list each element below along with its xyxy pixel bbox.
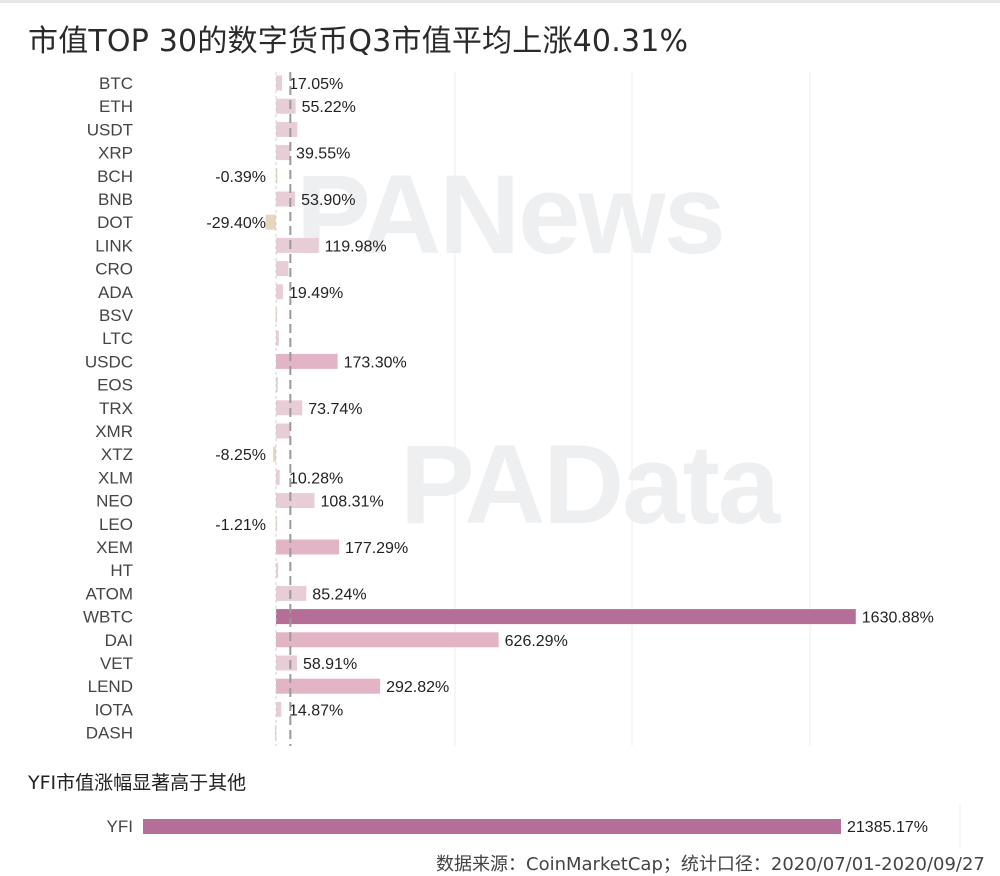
- bar-eos: [276, 377, 278, 393]
- category-label-trx: TRX: [99, 399, 133, 418]
- data-source-note: 数据来源：CoinMarketCap；统计口径：2020/07/01-2020/…: [436, 854, 985, 875]
- category-label-iota: IOTA: [95, 700, 134, 719]
- bar-xrp: [276, 145, 291, 161]
- category-label-xtz: XTZ: [101, 445, 133, 464]
- data-label-trx: 73.74%: [308, 401, 362, 418]
- bar-wbtc: [276, 609, 856, 625]
- bar-neo: [276, 493, 315, 509]
- bar-xem: [276, 539, 340, 555]
- bar-bnb: [276, 191, 296, 207]
- category-label-dash: DASH: [86, 724, 133, 743]
- category-label-bnb: BNB: [98, 190, 133, 209]
- data-label-xlm: 10.28%: [289, 470, 343, 487]
- category-label-atom: ATOM: [85, 584, 133, 603]
- category-label-cro: CRO: [95, 260, 133, 279]
- data-label-iota: 14.87%: [289, 702, 343, 719]
- category-label-neo: NEO: [96, 492, 133, 511]
- bar-dot: [265, 214, 276, 230]
- data-label-eth: 55.22%: [302, 99, 356, 116]
- category-label-ada: ADA: [98, 283, 134, 302]
- category-label-usdc: USDC: [85, 352, 133, 371]
- category-label-eth: ETH: [99, 97, 133, 116]
- category-label-xrp: XRP: [98, 144, 133, 163]
- bar-yfi: [143, 819, 841, 834]
- chart-title: 市值TOP 30的数字货币Q3市值平均上涨40.31%: [28, 24, 689, 59]
- category-label-ht: HT: [110, 561, 133, 580]
- data-label-ada: 19.49%: [289, 285, 343, 302]
- category-label-bch: BCH: [97, 167, 133, 186]
- data-label-dai: 626.29%: [505, 633, 568, 650]
- category-label-link: LINK: [95, 236, 133, 255]
- category-label-bsv: BSV: [99, 306, 134, 325]
- bar-usdt: [276, 121, 298, 137]
- bar-cro: [276, 261, 289, 277]
- yfi-bar-chart: YFI 21385.17%: [107, 804, 961, 848]
- category-label-xem: XEM: [96, 538, 133, 557]
- main-bar-chart: BTC 17.05% ETH 55.22% USDT XRP 39.55% BCH -0.39%…: [83, 72, 934, 746]
- data-label-xtz: -8.25%: [215, 447, 266, 464]
- data-label-dot: -29.40%: [206, 215, 266, 232]
- category-label-xlm: XLM: [98, 468, 133, 487]
- bar-ht: [276, 562, 279, 578]
- data-label-neo: 108.31%: [321, 494, 384, 511]
- category-label-btc: BTC: [99, 74, 133, 93]
- bar-btc: [276, 75, 283, 91]
- data-label-btc: 17.05%: [289, 76, 343, 93]
- bar-ltc: [276, 330, 279, 346]
- data-label-bnb: 53.90%: [301, 192, 355, 209]
- bar-lend: [276, 678, 381, 694]
- bar-xmr: [276, 423, 291, 439]
- data-label-wbtc: 1630.88%: [862, 610, 934, 627]
- bar-bch: [275, 168, 278, 184]
- data-label-usdc: 173.30%: [344, 354, 407, 371]
- category-label-yfi: YFI: [107, 817, 133, 836]
- data-label-bch: -0.39%: [215, 169, 266, 186]
- category-label-leo: LEO: [99, 515, 133, 534]
- data-label-xrp: 39.55%: [296, 146, 350, 163]
- bar-eth: [276, 98, 296, 114]
- data-label-atom: 85.24%: [312, 586, 366, 603]
- yfi-subtitle: YFI市值涨幅显著高于其他: [28, 772, 247, 794]
- bar-link: [276, 237, 319, 253]
- category-label-vet: VET: [100, 654, 133, 673]
- bar-iota: [276, 701, 282, 717]
- category-label-usdt: USDT: [87, 120, 133, 139]
- bar-usdc: [276, 353, 338, 369]
- bar-xlm: [276, 469, 280, 485]
- data-label-lend: 292.82%: [386, 679, 449, 696]
- bar-xtz: [273, 446, 276, 462]
- data-label-yfi: 21385.17%: [847, 819, 928, 836]
- data-label-link: 119.98%: [325, 238, 387, 255]
- category-label-lend: LEND: [88, 677, 133, 696]
- data-label-xem: 177.29%: [345, 540, 408, 557]
- category-label-dai: DAI: [105, 631, 133, 650]
- category-label-xmr: XMR: [95, 422, 133, 441]
- top-divider: [0, 0, 1000, 3]
- category-label-eos: EOS: [97, 376, 133, 395]
- category-label-ltc: LTC: [102, 329, 133, 348]
- bar-trx: [276, 400, 303, 416]
- bar-vet: [276, 655, 297, 671]
- data-label-vet: 58.91%: [303, 656, 357, 673]
- bar-dai: [276, 632, 499, 648]
- category-label-dot: DOT: [97, 213, 133, 232]
- category-label-wbtc: WBTC: [83, 608, 133, 627]
- bar-ada: [276, 284, 283, 300]
- data-label-leo: -1.21%: [215, 517, 266, 534]
